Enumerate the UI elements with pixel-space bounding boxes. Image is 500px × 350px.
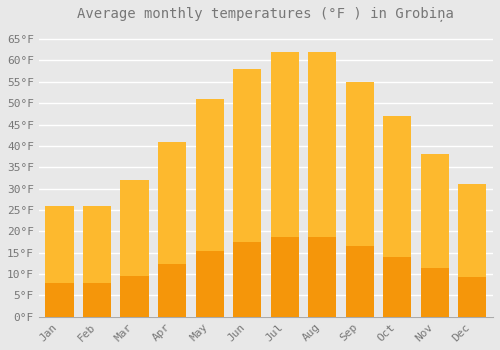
Bar — [158, 264, 186, 317]
Bar — [233, 243, 261, 317]
Bar — [46, 206, 74, 284]
Bar — [233, 69, 261, 243]
Bar — [46, 284, 74, 317]
Bar — [346, 82, 374, 246]
Bar — [196, 251, 224, 317]
Bar — [458, 277, 486, 317]
Bar — [421, 268, 449, 317]
Title: Average monthly temperatures (°F ) in Grobiņa: Average monthly temperatures (°F ) in Gr… — [78, 7, 454, 22]
Bar — [308, 52, 336, 237]
Bar — [83, 284, 111, 317]
Bar — [270, 52, 299, 237]
Bar — [346, 246, 374, 317]
Bar — [270, 237, 299, 317]
Bar — [120, 180, 148, 276]
Bar — [120, 276, 148, 317]
Bar — [308, 237, 336, 317]
Bar — [158, 142, 186, 264]
Bar — [421, 154, 449, 268]
Bar — [458, 184, 486, 277]
Bar — [83, 206, 111, 284]
Bar — [383, 257, 412, 317]
Bar — [383, 116, 412, 257]
Bar — [196, 99, 224, 251]
